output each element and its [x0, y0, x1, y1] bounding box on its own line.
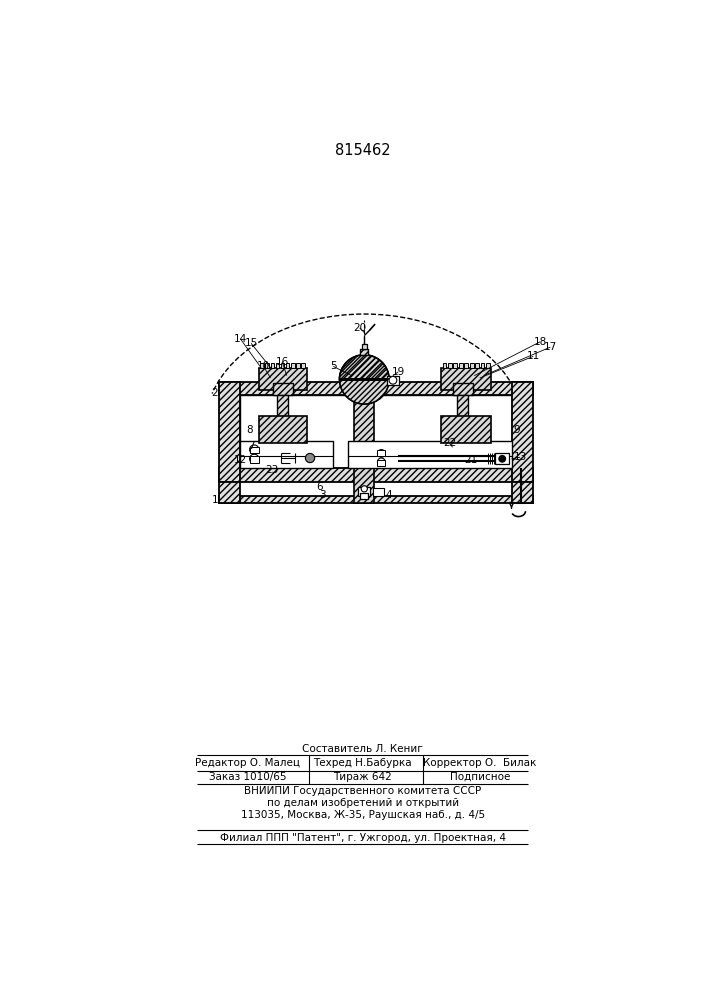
Bar — [259, 416, 307, 443]
Bar — [354, 369, 374, 503]
Bar — [361, 493, 368, 499]
Bar — [441, 416, 491, 443]
Bar — [291, 363, 295, 368]
Text: 11: 11 — [527, 351, 540, 361]
Text: 4: 4 — [385, 490, 392, 500]
Bar — [218, 382, 240, 482]
Text: по делам изобретений и открытий: по делам изобретений и открытий — [267, 798, 459, 808]
Text: 3: 3 — [319, 490, 326, 500]
Text: 19: 19 — [392, 367, 405, 377]
Bar — [464, 363, 468, 368]
Bar — [240, 395, 512, 468]
Text: 6: 6 — [316, 482, 322, 492]
Bar — [260, 363, 264, 368]
Bar — [457, 395, 468, 420]
Bar — [240, 441, 333, 468]
Bar — [452, 383, 473, 395]
Bar — [218, 482, 240, 503]
Bar — [362, 344, 367, 349]
Text: 9: 9 — [514, 425, 520, 435]
Bar — [443, 363, 446, 368]
Bar — [469, 363, 474, 368]
Circle shape — [378, 458, 385, 466]
Bar — [387, 376, 399, 385]
Bar — [218, 382, 533, 395]
Circle shape — [378, 450, 385, 457]
Text: 113035, Москва, Ж-35, Раушская наб., д. 4/5: 113035, Москва, Ж-35, Раушская наб., д. … — [240, 810, 485, 820]
Text: 2: 2 — [211, 388, 218, 398]
Bar — [441, 368, 491, 389]
Text: 10: 10 — [257, 361, 270, 371]
Circle shape — [361, 486, 368, 492]
Text: 12: 12 — [233, 455, 247, 465]
Polygon shape — [339, 355, 389, 379]
Circle shape — [499, 456, 506, 462]
Bar — [378, 460, 385, 466]
Text: 18: 18 — [534, 337, 547, 347]
Text: ВНИИПИ Государственного комитета СССР: ВНИИПИ Государственного комитета СССР — [244, 786, 481, 796]
Text: Подписное: Подписное — [450, 772, 510, 782]
Bar — [250, 456, 259, 463]
Text: 815462: 815462 — [335, 143, 390, 158]
Text: 22: 22 — [443, 438, 456, 448]
Bar — [259, 368, 307, 389]
Text: 23: 23 — [265, 465, 279, 475]
Bar — [281, 363, 284, 368]
Text: Корректор О.  Билак: Корректор О. Билак — [423, 758, 537, 768]
Bar — [448, 363, 452, 368]
Bar — [358, 487, 370, 496]
Circle shape — [339, 355, 389, 404]
Bar — [378, 450, 385, 456]
Text: 20: 20 — [353, 323, 366, 333]
Bar — [348, 441, 512, 468]
Bar — [512, 382, 533, 482]
Bar — [475, 363, 479, 368]
Bar — [218, 496, 533, 503]
Text: 8: 8 — [246, 425, 253, 435]
Bar — [361, 349, 368, 355]
Text: 13: 13 — [513, 452, 527, 462]
Bar — [265, 363, 269, 368]
Bar — [373, 488, 384, 496]
Bar — [300, 363, 305, 368]
Circle shape — [250, 454, 259, 463]
Bar — [495, 453, 509, 464]
Bar — [286, 363, 289, 368]
Bar — [250, 447, 259, 453]
Bar — [351, 386, 378, 395]
Text: 17: 17 — [544, 342, 557, 352]
Bar — [277, 395, 288, 420]
Bar — [273, 383, 293, 395]
Bar — [481, 363, 484, 368]
Text: 16: 16 — [276, 357, 288, 367]
Bar — [276, 363, 279, 368]
Text: 15: 15 — [245, 338, 258, 348]
Bar — [453, 363, 457, 368]
Bar — [486, 363, 490, 368]
Bar — [512, 482, 533, 503]
Text: Заказ 1010/65: Заказ 1010/65 — [209, 772, 286, 782]
Text: 1: 1 — [211, 495, 218, 505]
Text: Филиал ППП "Патент", г. Ужгород, ул. Проектная, 4: Филиал ППП "Патент", г. Ужгород, ул. Про… — [220, 833, 506, 843]
Bar — [218, 468, 533, 482]
Text: 5: 5 — [330, 361, 337, 371]
Text: 21: 21 — [464, 455, 478, 465]
Bar — [271, 363, 274, 368]
Circle shape — [250, 445, 259, 454]
Bar — [296, 363, 300, 368]
Circle shape — [389, 376, 397, 384]
Text: Тираж 642: Тираж 642 — [333, 772, 392, 782]
Text: Составитель Л. Кениг: Составитель Л. Кениг — [303, 744, 423, 754]
Text: Техред Н.Бабурка: Техред Н.Бабурка — [313, 758, 412, 768]
Text: Редактор О. Малец: Редактор О. Малец — [194, 758, 300, 768]
Text: 7: 7 — [248, 441, 255, 451]
Bar — [459, 363, 462, 368]
Text: 14: 14 — [233, 334, 247, 344]
Circle shape — [305, 453, 315, 463]
